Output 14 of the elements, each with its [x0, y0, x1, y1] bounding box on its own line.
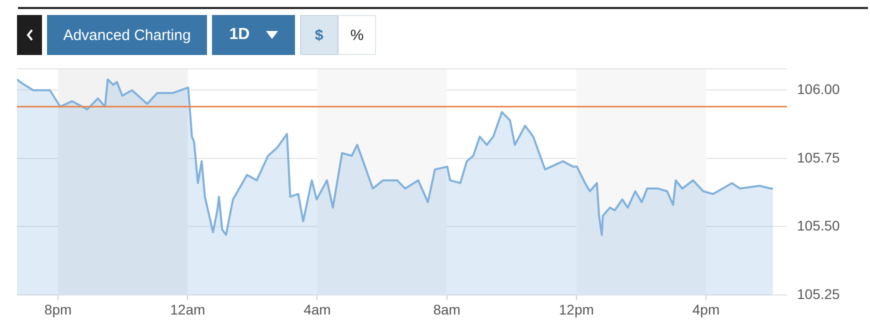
text: %: [338, 15, 376, 55]
x-tick-label: 12pm: [558, 301, 594, 318]
x-tick-label: 4am: [304, 301, 331, 318]
y-tick-label: 105.25: [797, 286, 840, 302]
text: 1D: [229, 26, 250, 44]
y-tick-label: 105.75: [797, 149, 840, 166]
y-tick-label: 106.00: [797, 81, 840, 98]
x-tick-label: 8pm: [44, 301, 72, 318]
text: $: [300, 15, 338, 55]
y-tick-label: 105.50: [797, 218, 840, 234]
x-tick-label: 8am: [433, 301, 460, 318]
x-tick-label: 12am: [170, 301, 206, 318]
x-tick-label: 4pm: [692, 301, 720, 318]
text: Advanced Charting: [47, 15, 207, 55]
